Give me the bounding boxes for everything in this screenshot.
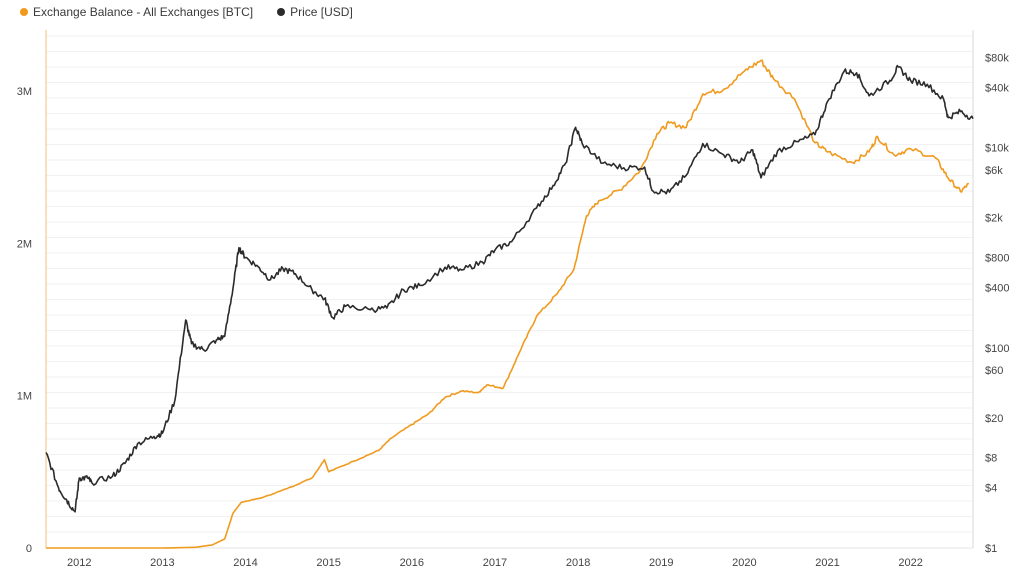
legend-label-exchange-balance: Exchange Balance - All Exchanges [BTC]: [33, 5, 254, 19]
y-left-tick-label: 3M: [17, 86, 32, 98]
y-right-tick-label: $100: [985, 343, 1009, 355]
y-left-tick-label: 1M: [17, 391, 32, 403]
y-right-tick-label: $40k: [985, 82, 1009, 94]
y-right-tick-label: $10k: [985, 143, 1009, 155]
y-right-tick-label: $400: [985, 283, 1009, 295]
x-tick-label: 2017: [483, 557, 507, 569]
price-series-line: [45, 64, 974, 513]
x-tick-label: 2015: [316, 557, 340, 569]
legend-label-price: Price [USD]: [290, 5, 353, 19]
x-tick-label: 2016: [400, 557, 424, 569]
legend-item-price[interactable]: Price [USD]: [277, 5, 353, 19]
x-tick-label: 2013: [150, 557, 174, 569]
price-dot-icon: [277, 8, 286, 16]
x-tick-label: 2020: [732, 557, 756, 569]
legend: Exchange Balance - All Exchanges [BTC] P…: [20, 4, 353, 20]
y-right-tick-label: $80k: [985, 52, 1009, 64]
exchange-balance-series-line: [46, 59, 970, 549]
y-left-tick-label: 0: [26, 543, 32, 555]
legend-item-exchange-balance[interactable]: Exchange Balance - All Exchanges [BTC]: [20, 5, 253, 19]
y-right-tick-label: $1: [985, 543, 997, 555]
x-tick-label: 2021: [815, 557, 839, 569]
x-tick-label: 2012: [67, 557, 91, 569]
x-tick-label: 2022: [898, 557, 922, 569]
y-right-tick-label: $4: [985, 483, 997, 495]
y-right-tick-label: $20: [985, 413, 1003, 425]
x-tick-label: 2019: [649, 557, 673, 569]
x-tick-label: 2014: [233, 557, 257, 569]
y-left-tick-label: 2M: [17, 238, 32, 250]
y-right-tick-label: $8: [985, 453, 997, 465]
x-tick-label: 2018: [566, 557, 590, 569]
exchange-balance-dot-icon: [20, 8, 28, 16]
y-right-tick-label: $800: [985, 252, 1009, 264]
y-right-tick-label: $6k: [985, 165, 1003, 177]
y-right-tick-label: $60: [985, 365, 1003, 377]
y-right-tick-label: $2k: [985, 213, 1003, 225]
